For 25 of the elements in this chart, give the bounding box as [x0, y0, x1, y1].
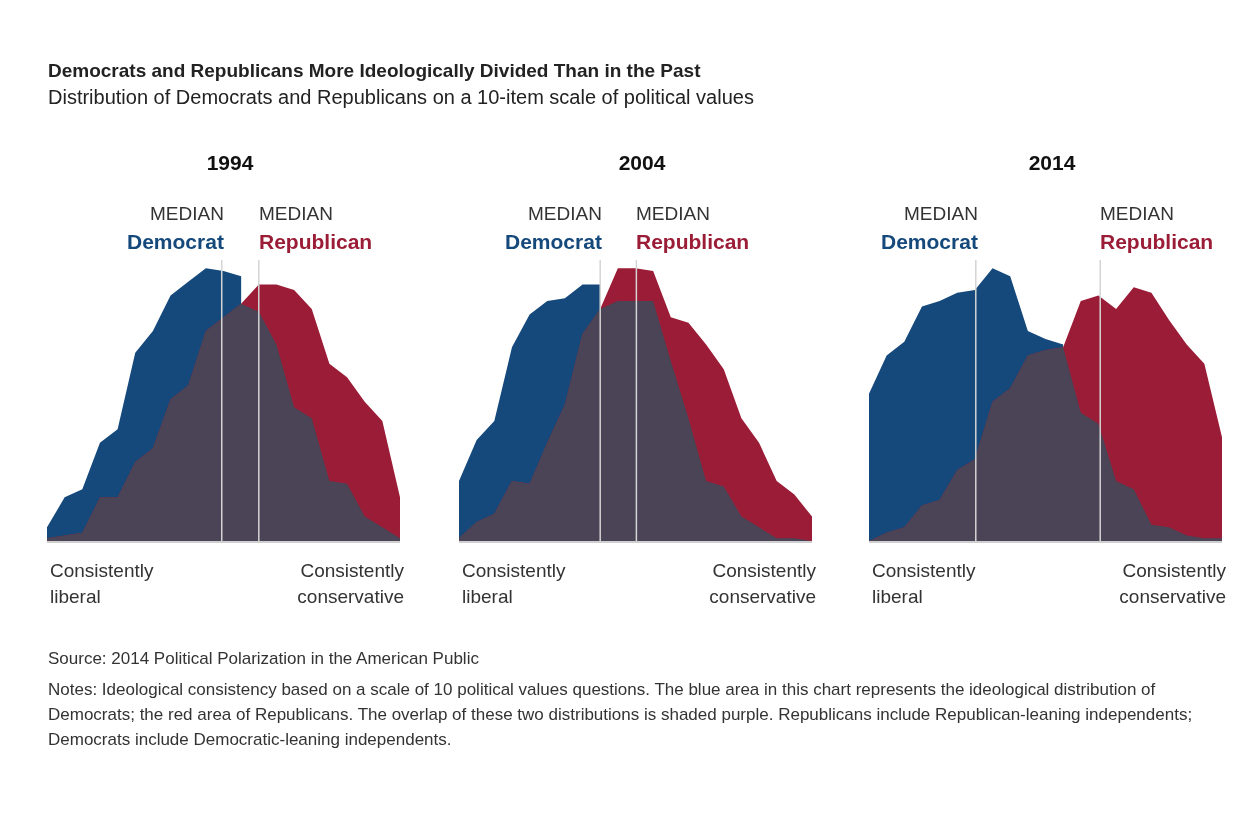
chart-title: 2014 [1028, 150, 1076, 174]
series-label: Democrat [881, 230, 978, 253]
text: Consistently liberal [50, 559, 155, 609]
text: Notes: Ideological consistency based on a scale of 10 political values questions. The blue area in this chart represents the ideological distribution of Democrats; the red area of Republicans. The overlap of these two distributions is shaded purple. Republicans include Republican-leaning independents; Democrats include Democratic-leaning independents. [48, 679, 1194, 751]
text: MEDIAN [1100, 203, 1174, 224]
text: MEDIAN [259, 203, 333, 224]
chart-title: 1994 [206, 150, 254, 174]
series-label: Republican [259, 230, 373, 253]
text: Democrats and Republicans More Ideologically Divided Than in the Past [48, 60, 702, 82]
chart-title: 2004 [618, 150, 666, 174]
text: MEDIAN [150, 203, 224, 224]
text: Republican [1100, 230, 1214, 253]
series-label: Democrat [127, 230, 224, 253]
text: Consistently conservative [708, 559, 816, 609]
source-note: Source: 2014 Political Polarization in the American Public [48, 648, 480, 670]
text: MEDIAN [528, 203, 602, 224]
text: Consistently conservative [296, 559, 404, 609]
text: MEDIAN [636, 203, 710, 224]
text: Consistently liberal [462, 559, 567, 609]
series-label: Democrat [505, 230, 602, 253]
text: Consistently liberal [872, 559, 977, 609]
text: Distribution of Democrats and Republicans on a 10-item scale of political values [48, 86, 755, 109]
series-label: Republican [636, 230, 750, 253]
text: MEDIAN [904, 203, 978, 224]
text: Consistently conservative [1118, 559, 1226, 609]
